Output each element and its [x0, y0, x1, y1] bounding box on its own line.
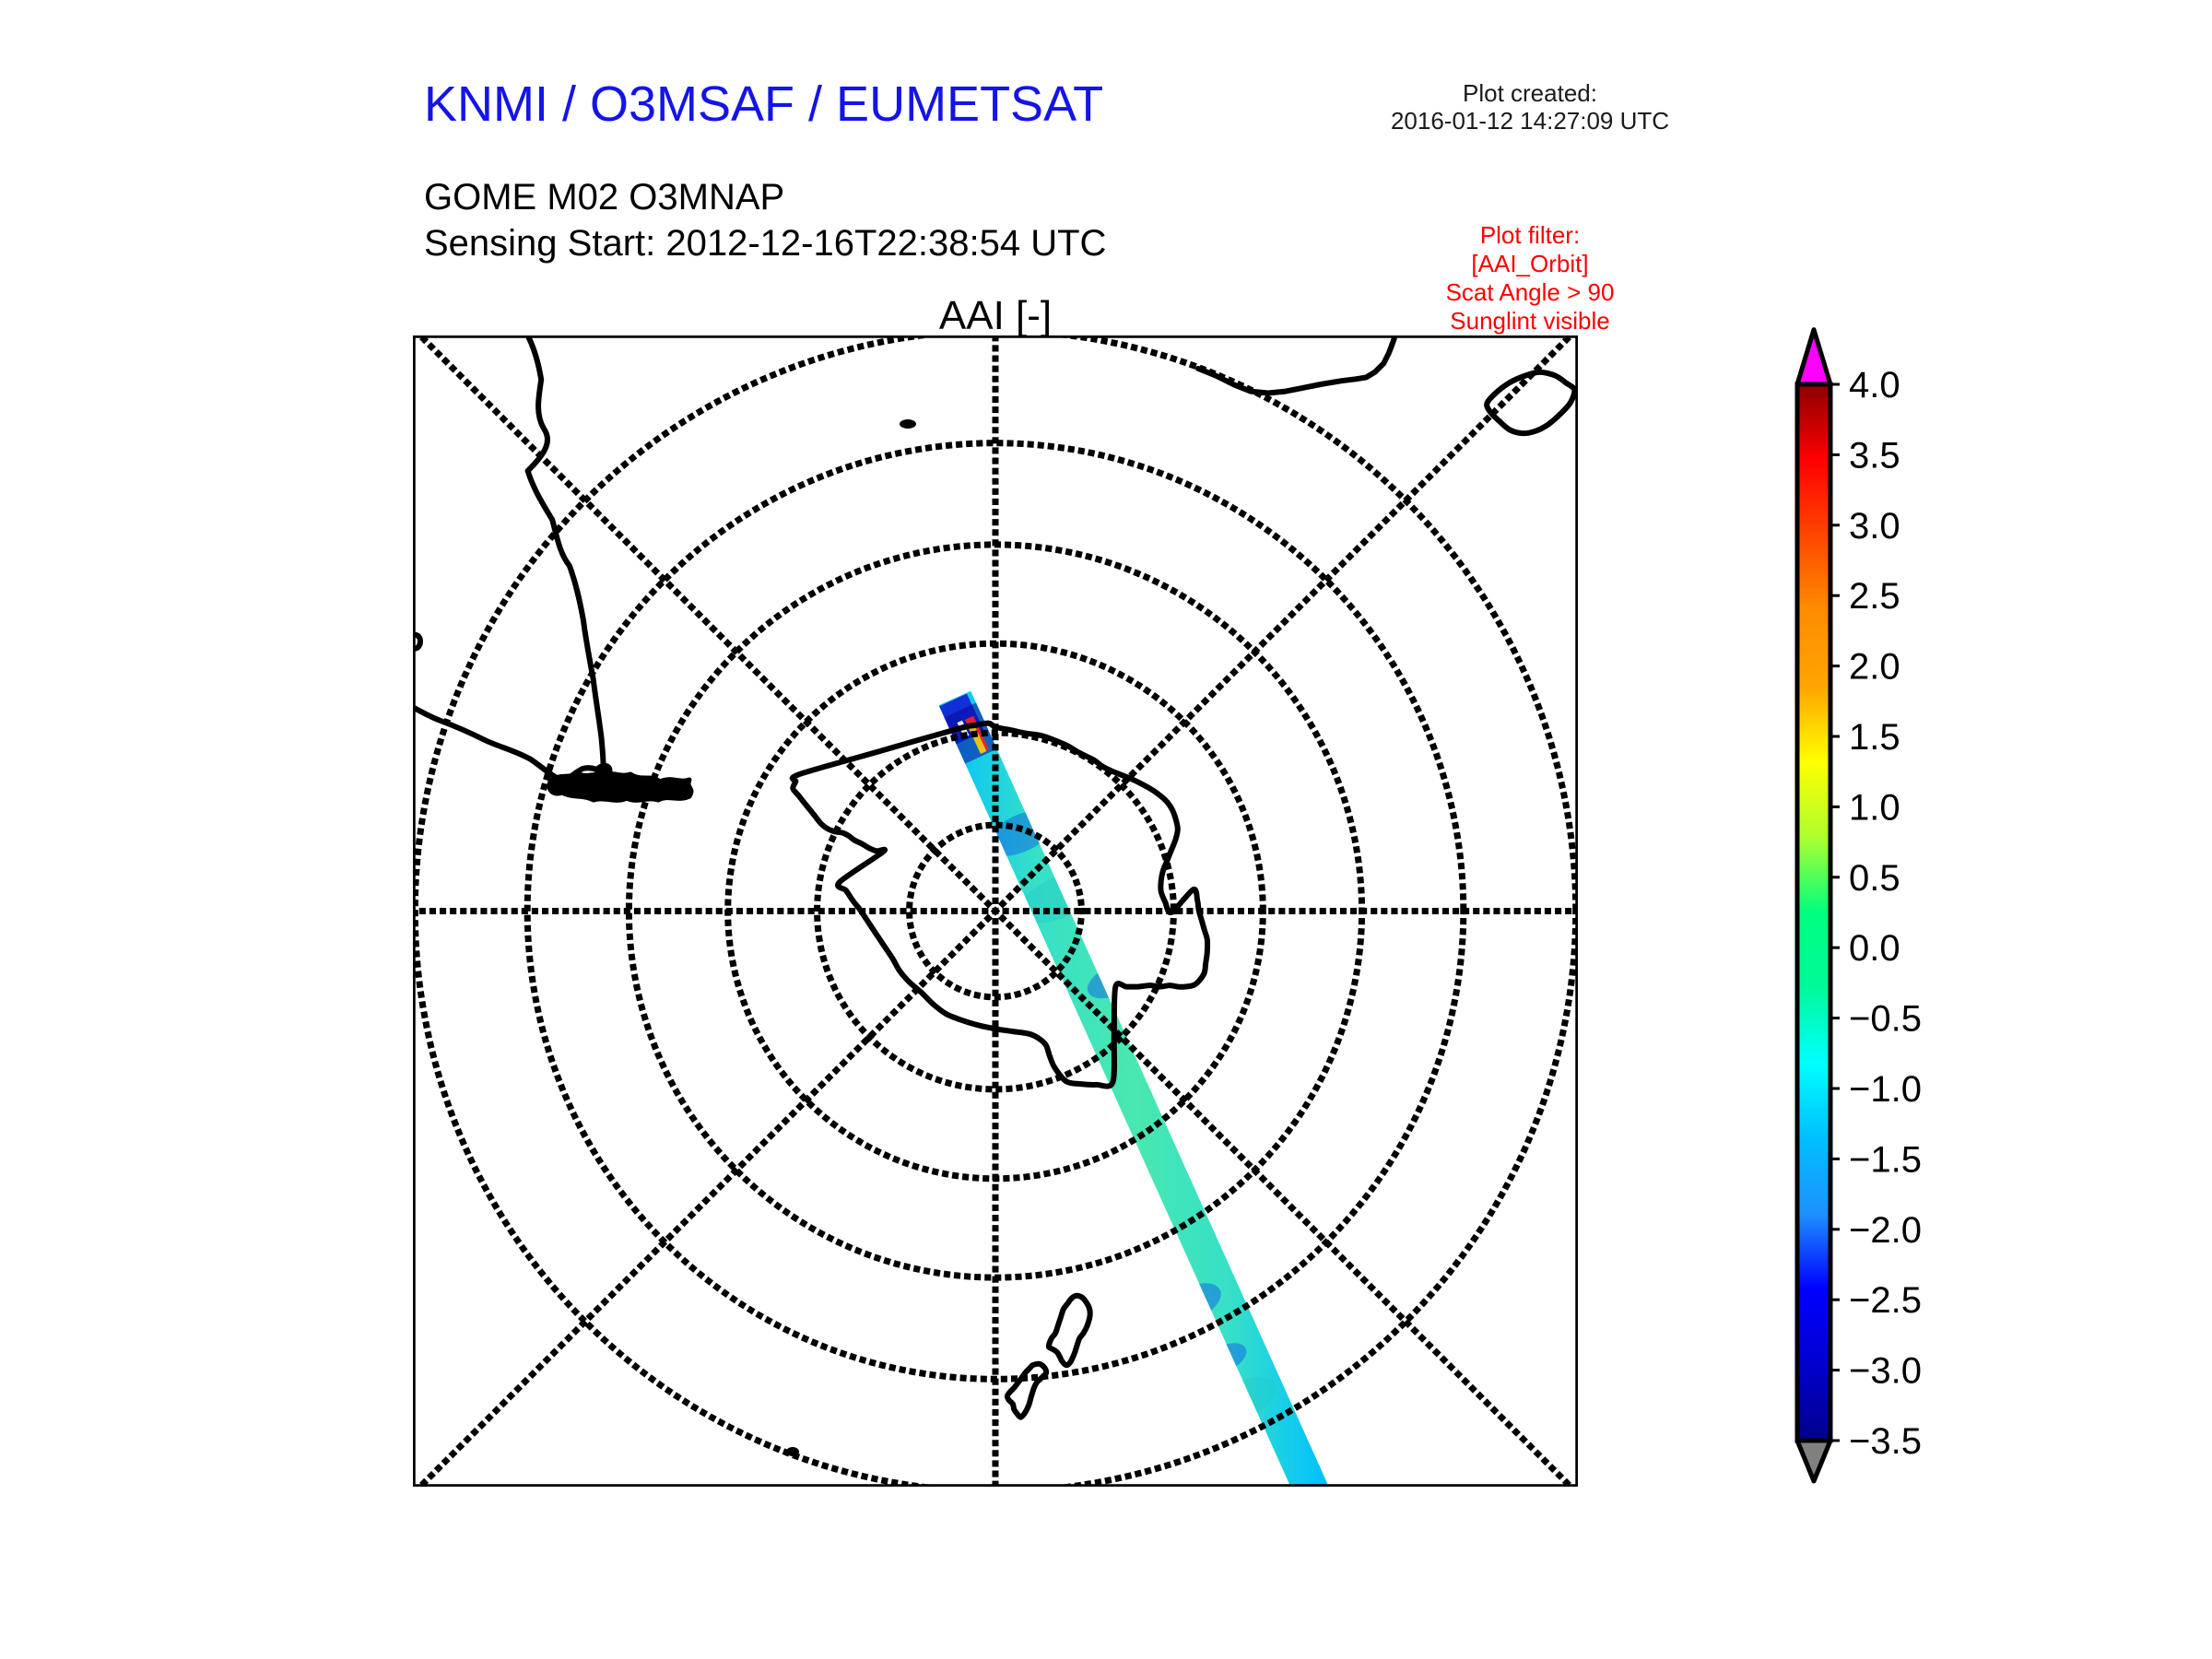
svg-text:−0.5: −0.5 — [1849, 999, 1922, 1040]
svg-text:4.0: 4.0 — [1849, 365, 1900, 406]
svg-text:−3.0: −3.0 — [1849, 1351, 1922, 1392]
svg-text:2.5: 2.5 — [1849, 576, 1900, 617]
svg-text:0.0: 0.0 — [1849, 928, 1900, 969]
svg-text:−2.5: −2.5 — [1849, 1280, 1922, 1321]
svg-text:2.0: 2.0 — [1849, 647, 1900, 688]
svg-text:3.0: 3.0 — [1849, 506, 1900, 547]
svg-text:−3.5: −3.5 — [1849, 1421, 1922, 1462]
svg-text:−1.5: −1.5 — [1849, 1139, 1922, 1180]
svg-text:1.5: 1.5 — [1849, 717, 1900, 758]
svg-text:0.5: 0.5 — [1849, 858, 1900, 899]
svg-text:1.0: 1.0 — [1849, 787, 1900, 828]
svg-text:3.5: 3.5 — [1849, 435, 1900, 476]
svg-text:−2.0: −2.0 — [1849, 1210, 1922, 1251]
svg-text:−1.0: −1.0 — [1849, 1069, 1922, 1110]
